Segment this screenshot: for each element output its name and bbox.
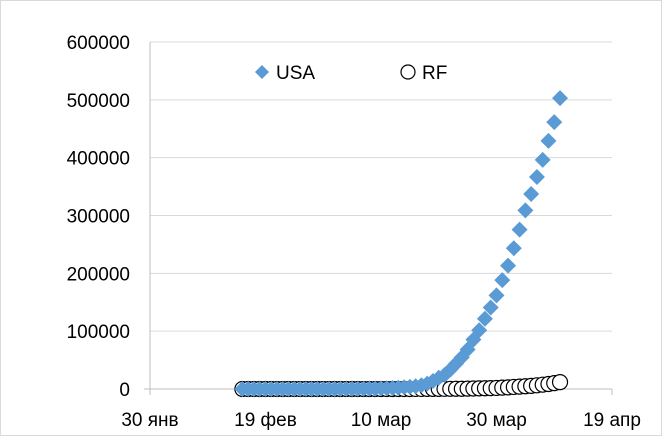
y-tick-label: 200000 (67, 264, 130, 285)
data-point-usa (517, 202, 534, 219)
data-point-usa (482, 299, 499, 316)
legend-label-rf: RF (422, 63, 447, 84)
x-tick-label: 30 мар (466, 410, 527, 431)
data-point-usa (476, 310, 493, 327)
x-tick-label: 30 янв (121, 410, 178, 431)
data-point-usa (528, 168, 545, 185)
data-point-usa (471, 322, 488, 339)
data-point-usa (540, 132, 557, 149)
legend-label-usa: USA (276, 63, 315, 84)
data-point-usa (505, 240, 522, 257)
y-tick-label: 300000 (67, 207, 130, 228)
x-tick-label: 19 фев (234, 410, 297, 431)
x-axis-tick-labels: 30 янв 19 фев 10 мар 30 мар 19 апр (121, 410, 641, 431)
y-tick-label: 100000 (67, 322, 130, 343)
y-tick-label: 0 (119, 380, 130, 401)
data-point-usa (494, 272, 511, 289)
legend: USA RF (255, 63, 447, 84)
data-point-usa (534, 151, 551, 168)
x-tick-label: 19 апр (583, 410, 641, 431)
legend-item-rf: RF (400, 63, 447, 84)
y-tick-label: 400000 (67, 149, 130, 170)
y-tick-label: 600000 (67, 33, 130, 54)
data-point-usa (546, 114, 563, 131)
y-axis-tick-labels: 0 100000 200000 300000 400000 500000 600000 (67, 33, 130, 401)
legend-marker-usa (255, 65, 269, 79)
data-point-usa (500, 257, 517, 274)
data-point-usa (523, 186, 540, 203)
legend-marker-rf (400, 64, 416, 80)
legend-item-usa: USA (255, 63, 315, 84)
x-tick-label: 10 мар (351, 410, 412, 431)
y-tick-label: 500000 (67, 91, 130, 112)
data-point-usa (511, 221, 528, 238)
series-usa (234, 90, 569, 397)
data-point-usa (488, 287, 505, 304)
data-point-usa (552, 90, 569, 107)
series-layer (234, 90, 569, 398)
data-point-rf (551, 374, 569, 391)
gridlines (150, 41, 612, 332)
